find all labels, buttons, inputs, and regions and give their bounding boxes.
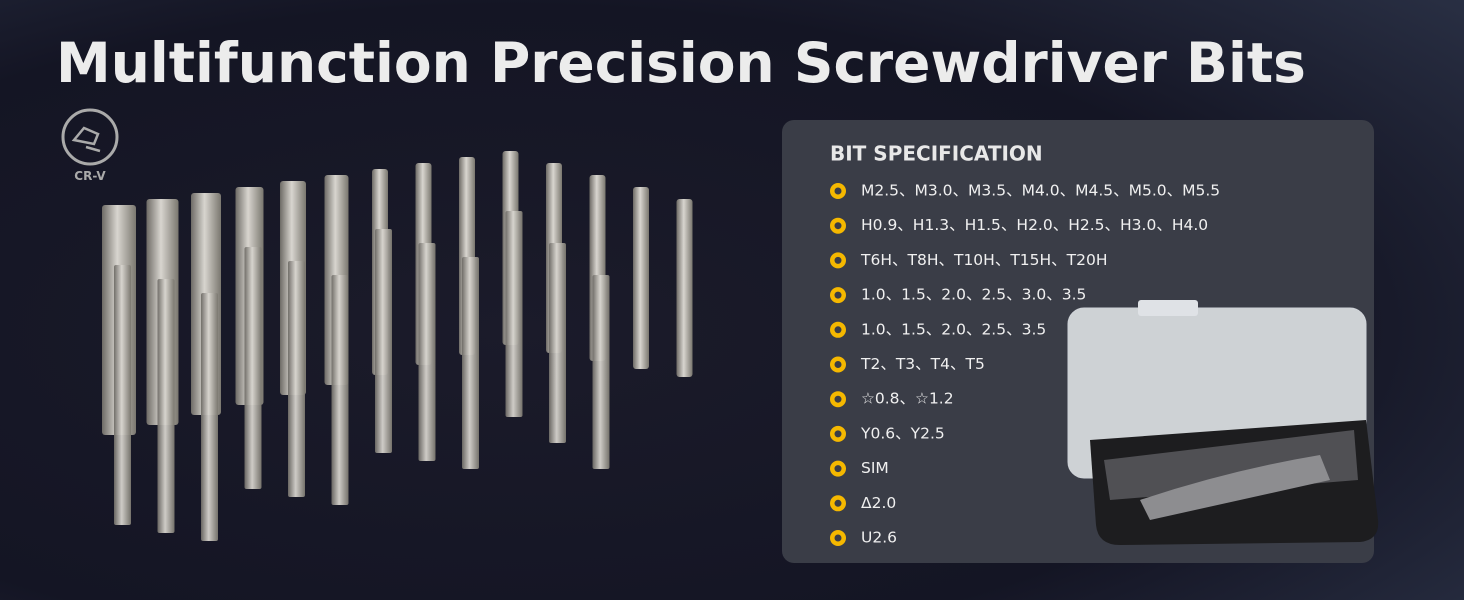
- spec-item: T6H、T8H、T10H、T15H、T20H: [860, 251, 1108, 269]
- bit: [375, 229, 392, 453]
- spec-icon-inner: [834, 534, 842, 542]
- bit: [201, 293, 218, 541]
- bit: [633, 187, 649, 369]
- spec-item: ☆0.8、☆1.2: [861, 390, 954, 408]
- bit: [331, 275, 349, 505]
- spec-icon-inner: [834, 395, 842, 403]
- badge-label: CR-V: [74, 169, 106, 183]
- bit: [114, 265, 131, 525]
- bit: [244, 247, 262, 489]
- spec-icon-inner: [834, 291, 842, 299]
- spec-item: 1.0、1.5、2.0、2.5、3.0、3.5: [861, 286, 1086, 304]
- bits-illustration: [102, 151, 693, 541]
- spec-item: U2.6: [861, 529, 897, 547]
- spec-item: SIM: [861, 459, 889, 477]
- page-title: Multifunction Precision Screwdriver Bits: [56, 31, 1306, 95]
- bit: [288, 261, 305, 497]
- crv-badge: CR-V: [61, 108, 119, 183]
- spec-heading: BIT SPECIFICATION: [830, 142, 1043, 166]
- spec-list: M2.5、M3.0、M3.5、M4.0、M4.5、M5.0、M5.5 H0.9、H…: [830, 182, 1220, 547]
- bit: [462, 257, 479, 469]
- spec-icon-inner: [834, 361, 842, 368]
- spec-icon-inner: [834, 187, 842, 195]
- case-illustration: [1067, 300, 1379, 545]
- spec-icon-inner: [834, 465, 842, 473]
- spec-item: H0.9、H1.3、H1.5、H2.0、H2.5、H3.0、H4.0: [861, 216, 1208, 234]
- spec-item: 1.0、1.5、2.0、2.5、3.5: [861, 320, 1046, 338]
- spec-icon-inner: [834, 256, 842, 264]
- spec-item: T2、T3、T4、T5: [860, 355, 985, 373]
- spec-item: M2.5、M3.0、M3.5、M4.0、M4.5、M5.0、M5.5: [861, 182, 1220, 200]
- spec-icon-inner: [834, 326, 842, 334]
- spec-icon-inner: [834, 499, 842, 507]
- spec-icon-inner: [834, 430, 842, 438]
- spec-item: Δ2.0: [861, 494, 896, 512]
- bit: [549, 243, 566, 443]
- bit: [418, 243, 436, 461]
- bit: [157, 279, 175, 533]
- spec-item: Y0.6、Y2.5: [860, 424, 945, 442]
- spec-icon-inner: [834, 222, 842, 230]
- bit: [505, 211, 523, 417]
- bit: [592, 275, 610, 469]
- bit: [676, 199, 693, 377]
